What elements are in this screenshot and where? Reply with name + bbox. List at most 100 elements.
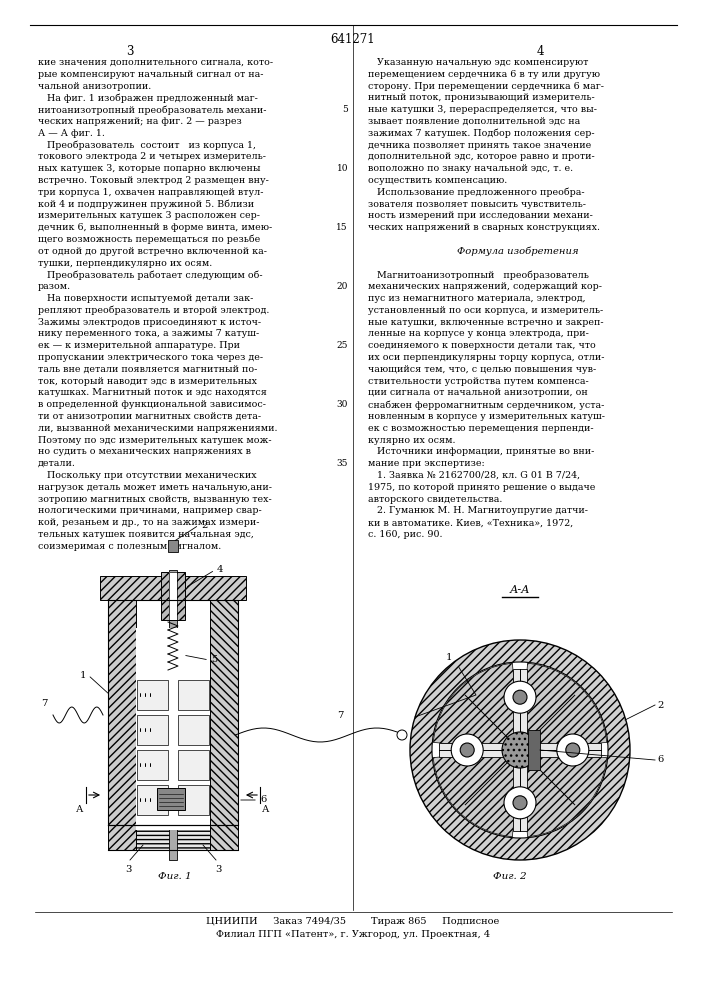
Text: мание при экспертизе:: мание при экспертизе: (368, 459, 485, 468)
Circle shape (502, 732, 538, 768)
Bar (100, 576, 246, 600)
Text: кулярно их осям.: кулярно их осям. (368, 436, 455, 445)
Bar (178, 785, 209, 815)
Text: ных катушек 3, которые попарно включены: ных катушек 3, которые попарно включены (38, 164, 260, 173)
Bar (137, 680, 168, 710)
Text: 2: 2 (201, 520, 207, 530)
Text: таль вне детали появляется магнитный по-: таль вне детали появляется магнитный по- (38, 365, 257, 374)
Text: 1975, по которой принято решение о выдаче: 1975, по которой принято решение о выдач… (368, 483, 595, 492)
Circle shape (460, 743, 474, 757)
Text: Поскольку при отсутствии механических: Поскольку при отсутствии механических (38, 471, 257, 480)
Text: рые компенсируют начальный сигнал от на-: рые компенсируют начальный сигнал от на- (38, 70, 264, 79)
Text: 35: 35 (337, 459, 348, 468)
Text: Зажимы электродов присоединяют к источ-: Зажимы электродов присоединяют к источ- (38, 318, 261, 327)
Text: Магнитоанизотропный   преобразователь: Магнитоанизотропный преобразователь (368, 270, 589, 280)
Bar (178, 680, 209, 710)
Bar (137, 715, 168, 745)
Text: 6: 6 (260, 796, 267, 804)
Text: ствительности устройства путем компенса-: ствительности устройства путем компенса- (368, 377, 589, 386)
Text: ность измерений при исследовании механи-: ность измерений при исследовании механи- (368, 211, 593, 220)
Text: дечника позволяет принять такое значение: дечника позволяет принять такое значение (368, 141, 591, 150)
Text: но судить о механических напряжениях в: но судить о механических напряжениях в (38, 447, 251, 456)
Text: нитный поток, пронизывающий измеритель-: нитный поток, пронизывающий измеритель- (368, 93, 595, 102)
Text: 3: 3 (125, 865, 132, 874)
Text: ЦНИИПИ     Заказ 7494/35        Тираж 865     Подписное: ЦНИИПИ Заказ 7494/35 Тираж 865 Подписное (206, 917, 500, 926)
Text: токового электрода 2 и четырех измеритель-: токового электрода 2 и четырех измерител… (38, 152, 266, 161)
Text: тушки, перпендикулярно их осям.: тушки, перпендикулярно их осям. (38, 259, 212, 268)
Text: 5: 5 (211, 656, 217, 664)
Text: дечник 6, выполненный в форме винта, имею-: дечник 6, выполненный в форме винта, име… (38, 223, 272, 232)
Bar (137, 750, 168, 780)
Text: Поэтому по эдс измерительных катушек мож-: Поэтому по эдс измерительных катушек мож… (38, 436, 271, 445)
Text: 15: 15 (337, 223, 348, 232)
Bar (178, 715, 209, 745)
Text: нологическими причинами, например свар-: нологическими причинами, например свар- (38, 506, 262, 515)
Circle shape (432, 662, 608, 838)
Text: от одной до другой встречно включенной ка-: от одной до другой встречно включенной к… (38, 247, 267, 256)
Text: Источники информации, принятые во вни-: Источники информации, принятые во вни- (368, 447, 595, 456)
Text: нитоанизотропный преобразователь механи-: нитоанизотропный преобразователь механи- (38, 105, 267, 115)
Text: дополнительной эдс, которое равно и проти-: дополнительной эдс, которое равно и прот… (368, 152, 595, 161)
Text: 641271: 641271 (331, 33, 375, 46)
Bar (528, 730, 540, 770)
Text: 1: 1 (445, 654, 452, 662)
Bar (161, 572, 185, 620)
Bar (178, 750, 209, 780)
Bar (136, 628, 210, 830)
Text: измерительных катушек 3 расположен сер-: измерительных катушек 3 расположен сер- (38, 211, 260, 220)
Text: три корпуса 1, охвачен направляющей втул-: три корпуса 1, охвачен направляющей втул… (38, 188, 264, 197)
Text: новленным в корпусе у измерительных катуш-: новленным в корпусе у измерительных кату… (368, 412, 605, 421)
Text: авторского свидетельства.: авторского свидетельства. (368, 495, 503, 504)
Text: А: А (262, 805, 269, 814)
Circle shape (504, 787, 536, 819)
Bar (169, 572, 177, 620)
Text: с. 160, рис. 90.: с. 160, рис. 90. (368, 530, 443, 539)
Circle shape (566, 743, 580, 757)
Text: тельных катушек появится начальная эдс,: тельных катушек появится начальная эдс, (38, 530, 254, 539)
Text: На фиг. 1 изображен предложенный маг-: На фиг. 1 изображен предложенный маг- (38, 93, 258, 103)
Bar (210, 600, 238, 830)
Text: зователя позволяет повысить чувствитель-: зователя позволяет повысить чувствитель- (368, 200, 586, 209)
Text: механических напряжений, содержащий кор-: механических напряжений, содержащий кор- (368, 282, 602, 291)
Text: чающийся тем, что, с целью повышения чув-: чающийся тем, что, с целью повышения чув… (368, 365, 596, 374)
Text: 5: 5 (342, 105, 348, 114)
Text: нику переменного тока, а зажимы 7 катуш-: нику переменного тока, а зажимы 7 катуш- (38, 329, 259, 338)
Bar (168, 540, 178, 552)
Wedge shape (520, 663, 607, 750)
Circle shape (397, 730, 407, 740)
Text: 2: 2 (657, 700, 663, 710)
Text: воположно по знаку начальной эдс, т. е.: воположно по знаку начальной эдс, т. е. (368, 164, 573, 173)
Wedge shape (520, 750, 607, 837)
Text: нагрузок деталь может иметь начальную,ани-: нагрузок деталь может иметь начальную,ан… (38, 483, 272, 492)
Wedge shape (433, 663, 520, 750)
Text: Филиал ПГП «Патент», г. Ужгород, ул. Проектная, 4: Филиал ПГП «Патент», г. Ужгород, ул. Про… (216, 930, 490, 939)
Text: Использование предложенного преобра-: Использование предложенного преобра- (368, 188, 585, 197)
Text: чальной анизотропии.: чальной анизотропии. (38, 82, 151, 91)
Text: ек — к измерительной аппаратуре. При: ек — к измерительной аппаратуре. При (38, 341, 240, 350)
Text: зывает появление дополнительной эдс на: зывает появление дополнительной эдс на (368, 117, 580, 126)
Text: их оси перпендикулярны торцу корпуса, отли-: их оси перпендикулярны торцу корпуса, от… (368, 353, 604, 362)
Text: разом.: разом. (38, 282, 71, 291)
Bar (136, 825, 210, 850)
Text: Фиг. 1: Фиг. 1 (158, 872, 192, 881)
Text: щего возможность перемещаться по резьбе: щего возможность перемещаться по резьбе (38, 235, 260, 244)
Circle shape (504, 681, 536, 713)
Text: пропускании электрического тока через де-: пропускании электрического тока через де… (38, 353, 263, 362)
Text: На поверхности испытуемой детали зак-: На поверхности испытуемой детали зак- (38, 294, 253, 303)
Bar (439, 743, 601, 757)
Text: ки в автоматике. Киев, «Техника», 1972,: ки в автоматике. Киев, «Техника», 1972, (368, 518, 573, 527)
Text: 4: 4 (536, 45, 544, 58)
Text: 7: 7 (42, 698, 48, 708)
Text: 1. Заявка № 2162700/28, кл. G 01 В 7/24,: 1. Заявка № 2162700/28, кл. G 01 В 7/24, (368, 471, 580, 480)
Text: катушках. Магнитный поток и эдс находятся: катушках. Магнитный поток и эдс находятс… (38, 388, 267, 397)
Text: пус из немагнитного материала, электрод,: пус из немагнитного материала, электрод, (368, 294, 585, 303)
Circle shape (513, 796, 527, 810)
Text: соединяемого к поверхности детали так, что: соединяемого к поверхности детали так, ч… (368, 341, 596, 350)
Text: снабжен ферромагнитным сердечником, уста-: снабжен ферромагнитным сердечником, уста… (368, 400, 604, 410)
Bar (108, 825, 136, 850)
Text: встречно. Токовый электрод 2 размещен вну-: встречно. Токовый электрод 2 размещен вн… (38, 176, 269, 185)
Text: 2. Гуманюк М. Н. Магнитоупругие датчи-: 2. Гуманюк М. Н. Магнитоупругие датчи- (368, 506, 588, 515)
Bar (137, 785, 168, 815)
Text: кой 4 и подпружинен пружиной 5. Вблизи: кой 4 и подпружинен пружиной 5. Вблизи (38, 200, 254, 209)
Text: 3: 3 (215, 865, 221, 874)
